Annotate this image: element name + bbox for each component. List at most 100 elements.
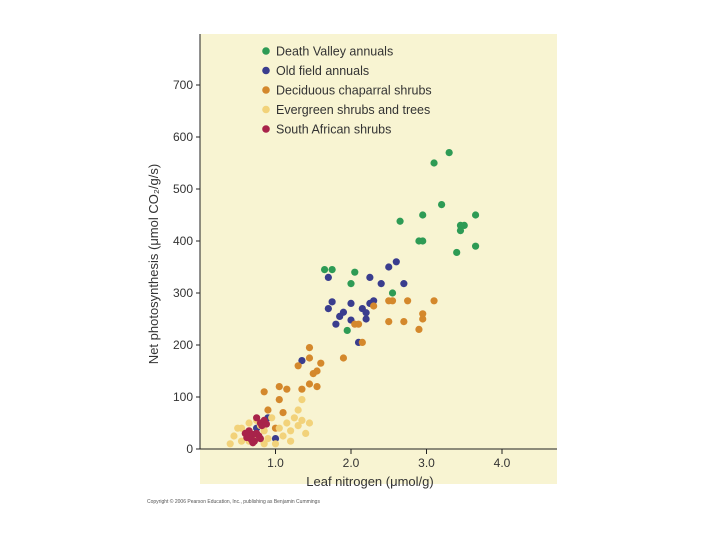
data-point <box>305 380 314 388</box>
legend-label: Death Valley annuals <box>276 45 393 59</box>
data-point <box>287 437 295 445</box>
data-point <box>298 416 306 424</box>
data-point <box>347 299 355 307</box>
data-point <box>271 435 280 443</box>
x-tick-label: 2.0 <box>343 456 360 470</box>
legend-marker <box>262 86 270 94</box>
data-point <box>268 414 276 422</box>
x-axis-title: Leaf nitrogen (μmol/g) <box>306 474 433 489</box>
legend-marker <box>262 105 270 114</box>
y-tick-label: 300 <box>173 286 193 300</box>
legend-label: Old field annuals <box>276 64 369 78</box>
data-point <box>294 422 302 430</box>
data-point <box>347 280 355 288</box>
data-point <box>396 217 404 225</box>
data-point <box>226 440 234 448</box>
data-point <box>453 248 461 257</box>
data-point <box>358 338 366 346</box>
legend-marker <box>262 47 270 55</box>
data-point <box>400 318 408 326</box>
data-point <box>305 419 314 427</box>
legend-marker <box>262 66 270 75</box>
data-point <box>419 315 427 323</box>
data-points <box>226 149 480 448</box>
y-tick-label: 600 <box>173 130 193 144</box>
data-point <box>404 297 412 305</box>
data-point <box>313 367 321 375</box>
data-point <box>328 266 336 274</box>
data-point <box>298 385 306 393</box>
y-tick-label: 700 <box>173 78 193 92</box>
data-point <box>271 440 280 448</box>
data-point <box>385 318 393 326</box>
data-point <box>328 298 336 306</box>
data-point <box>351 268 359 276</box>
data-point <box>419 237 427 245</box>
data-point <box>471 211 480 219</box>
data-point <box>388 289 397 297</box>
data-point <box>302 429 310 437</box>
data-point <box>313 383 321 391</box>
data-point <box>305 344 314 352</box>
data-point <box>460 221 468 229</box>
data-point <box>366 273 374 281</box>
data-point <box>317 359 325 367</box>
data-point <box>354 320 363 328</box>
data-point <box>339 308 348 316</box>
x-tick-label: 1.0 <box>267 456 284 470</box>
x-tick-label: 4.0 <box>494 456 511 470</box>
data-point <box>362 309 370 317</box>
data-point <box>294 362 302 370</box>
data-point <box>430 159 438 167</box>
data-point <box>279 409 287 417</box>
data-point <box>249 439 257 447</box>
y-axis-ticks: 0 100 200 300 400 500 600 700 <box>173 78 200 456</box>
data-point <box>400 280 408 288</box>
data-point <box>324 305 332 313</box>
x-axis-ticks: 1.0 2.0 3.0 4.0 <box>267 449 511 470</box>
y-tick-label: 200 <box>173 338 193 352</box>
data-point <box>264 435 272 443</box>
data-point <box>471 242 480 250</box>
legend-label: Deciduous chaparral shrubs <box>276 84 432 98</box>
data-point <box>245 432 253 440</box>
data-point <box>275 383 283 391</box>
data-point <box>362 315 370 323</box>
data-point <box>237 424 246 432</box>
data-point <box>385 263 393 271</box>
data-point <box>415 325 423 333</box>
data-point <box>445 149 453 157</box>
series-4 <box>241 414 271 447</box>
data-point <box>456 227 465 235</box>
y-tick-label: 500 <box>173 182 193 196</box>
data-point <box>392 258 400 266</box>
data-point <box>230 432 238 440</box>
series-2 <box>260 297 438 432</box>
data-point <box>298 396 306 404</box>
legend-marker <box>262 125 270 133</box>
series-3 <box>226 396 314 448</box>
data-point <box>287 427 295 435</box>
plot-background <box>200 34 557 484</box>
data-point <box>377 280 385 288</box>
data-point <box>298 357 306 365</box>
data-point <box>264 406 272 414</box>
data-point <box>294 406 302 414</box>
data-point <box>253 414 261 422</box>
y-tick-label: 0 <box>186 442 193 456</box>
data-point <box>388 297 397 305</box>
data-point <box>324 273 332 281</box>
data-point <box>283 385 291 393</box>
legend-label: Evergreen shrubs and trees <box>276 103 430 117</box>
data-point <box>237 437 246 445</box>
data-point <box>430 297 438 305</box>
data-point <box>256 435 264 443</box>
data-point <box>320 266 329 274</box>
legend-label: South African shrubs <box>276 123 391 137</box>
data-point <box>275 424 283 432</box>
data-point <box>260 388 268 396</box>
data-point <box>343 326 351 335</box>
data-point <box>305 354 314 362</box>
data-point <box>290 414 298 422</box>
